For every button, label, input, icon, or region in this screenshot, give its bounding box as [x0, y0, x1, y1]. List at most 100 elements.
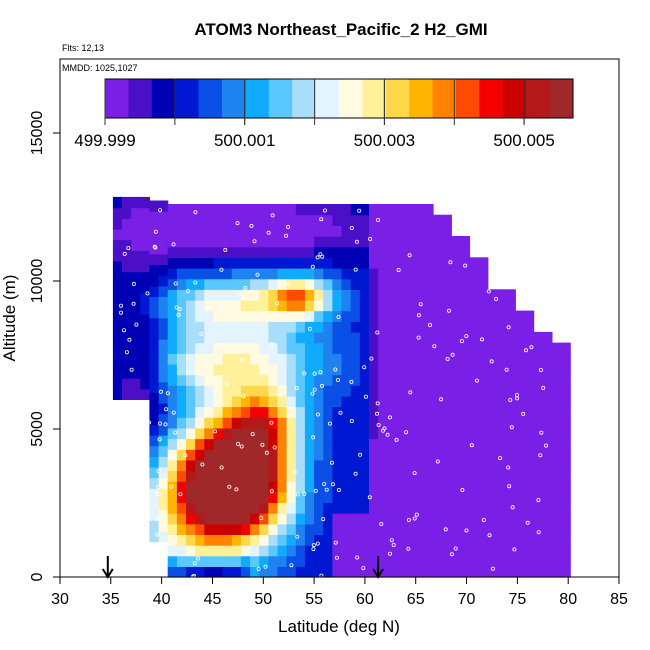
heat-cell: [186, 342, 196, 354]
heat-cell: [515, 523, 525, 535]
heat-cell: [423, 395, 434, 408]
heat-cell: [506, 331, 516, 344]
heat-cell: [414, 246, 425, 258]
heat-cell: [442, 321, 452, 333]
heat-cell: [268, 363, 279, 376]
heat-cell: [131, 324, 141, 337]
heat-cell: [259, 385, 269, 397]
heat-cell: [195, 406, 205, 418]
heat-cell: [561, 523, 571, 535]
observation-dot: [439, 397, 444, 402]
observation-dot: [269, 341, 274, 346]
heat-cell: [323, 246, 333, 258]
heat-cell: [240, 363, 251, 376]
heat-cell: [213, 374, 224, 386]
observation-dot: [212, 429, 217, 434]
heat-cell: [405, 438, 416, 450]
observation-dot: [387, 551, 392, 556]
heat-cell: [323, 481, 333, 493]
heat-cell: [524, 395, 535, 408]
observation-dot: [479, 337, 484, 342]
heat-cell: [295, 363, 306, 376]
heat-cell: [131, 367, 141, 379]
heat-cell: [414, 331, 425, 344]
heat-cell: [176, 427, 187, 440]
observation-dot: [463, 263, 468, 268]
heat-cell: [369, 257, 379, 269]
heat-cell: [112, 196, 123, 209]
heat-cell: [405, 470, 416, 482]
heat-cell: [186, 331, 196, 344]
heat-cell: [478, 470, 489, 482]
heat-cell: [286, 545, 297, 557]
heat-cell: [396, 321, 407, 333]
heat-cell: [341, 299, 352, 312]
heat-cell: [533, 555, 544, 567]
heat-cell: [304, 438, 315, 450]
observation-dot: [358, 452, 363, 457]
heat-cell: [497, 374, 507, 386]
heat-cell: [359, 502, 370, 514]
heat-cell: [314, 257, 324, 269]
heat-cell: [250, 438, 260, 450]
heat-cell: [332, 523, 343, 535]
heat-cell: [515, 321, 525, 333]
heat-cell: [369, 449, 379, 461]
heat-cell: [396, 257, 407, 269]
heat-cell: [497, 331, 507, 344]
heat-cell: [158, 466, 169, 479]
heat-cell: [167, 268, 178, 280]
heat-cell: [259, 470, 269, 482]
heat-cell: [442, 385, 452, 397]
heat-cell: [487, 427, 498, 440]
heat-cell: [176, 268, 187, 280]
heat-cell: [341, 427, 352, 440]
observation-dot: [412, 471, 417, 476]
observation-dot: [324, 487, 329, 492]
colorbar-swatch: [268, 79, 293, 118]
heat-cell: [451, 470, 461, 482]
observation-dot: [449, 552, 454, 557]
heat-cell: [451, 523, 461, 535]
heat-cell: [487, 331, 498, 344]
observation-dot: [206, 379, 211, 384]
heat-cell: [506, 289, 516, 301]
heat-cell: [286, 555, 297, 567]
heat-cell: [378, 385, 388, 397]
heat-cell: [213, 566, 224, 578]
heat-cell: [231, 374, 242, 386]
heat-cell: [250, 374, 260, 386]
heat-cell: [149, 211, 160, 223]
heat-cell: [405, 523, 416, 535]
observation-dot: [536, 498, 541, 503]
heat-cell: [341, 481, 352, 493]
heat-cell: [277, 555, 288, 567]
observation-dot: [153, 229, 158, 234]
observation-dot: [321, 517, 326, 522]
heat-cell: [176, 214, 187, 226]
observation-dot: [416, 313, 421, 318]
heat-cell: [304, 427, 315, 440]
heat-cell: [286, 481, 297, 493]
heat-cell: [176, 246, 187, 258]
heat-cell: [167, 385, 178, 397]
heat-cell: [378, 342, 388, 354]
heat-cell: [140, 218, 150, 230]
heat-cell: [478, 545, 489, 557]
heat-cell: [222, 427, 233, 440]
heat-cell: [222, 204, 233, 216]
heat-cell: [250, 395, 260, 408]
heat-cell: [378, 310, 388, 322]
heat-cell: [140, 303, 150, 315]
observation-dot: [193, 210, 198, 215]
heat-cell: [286, 278, 297, 290]
colorbar: 499.999 500.001 500.003 500.005: [74, 78, 574, 150]
observation-dot: [154, 491, 159, 496]
colorbar-swatch: [456, 79, 480, 118]
heat-cell: [378, 289, 388, 301]
heat-cell: [378, 513, 388, 525]
heat-cell: [195, 246, 205, 258]
observation-dot: [353, 471, 358, 476]
heat-cell: [533, 385, 544, 397]
y-tick-label: 5000: [29, 411, 46, 447]
